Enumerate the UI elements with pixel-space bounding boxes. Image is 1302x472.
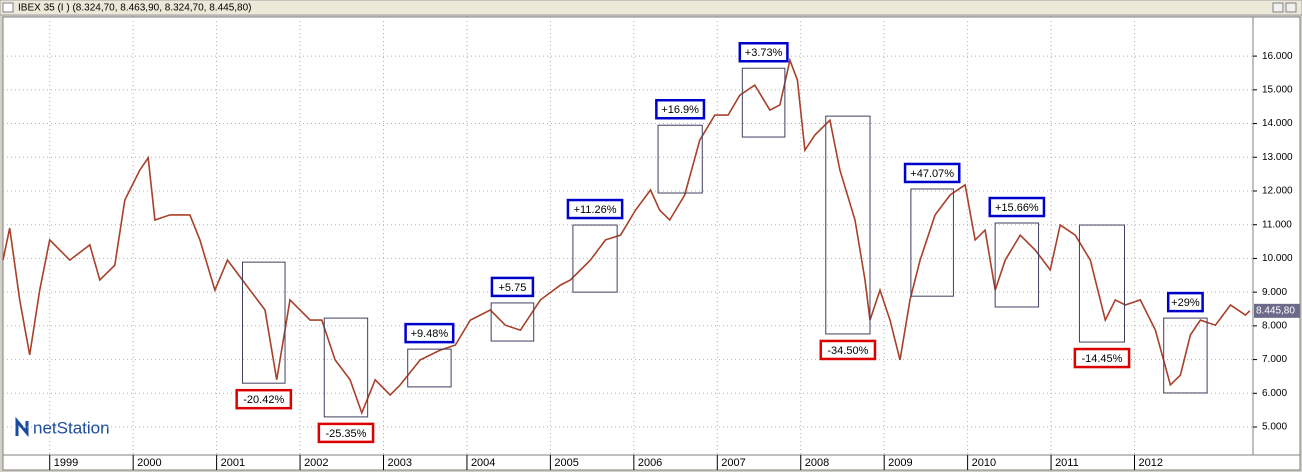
x-tick-label: 1999 (54, 457, 78, 469)
range-box (825, 115, 871, 335)
range-box (323, 317, 369, 418)
y-tick-label: 11.000 (1262, 219, 1292, 230)
label-text: +11.26% (574, 204, 617, 216)
x-tick-label: 2008 (805, 457, 829, 469)
x-tick-label: 2009 (888, 457, 912, 469)
change-label: +9.48% (404, 322, 455, 344)
label-box (1166, 291, 1204, 313)
price-line (2, 57, 1251, 416)
label-box (235, 388, 293, 410)
label-text: +3.73% (745, 47, 783, 59)
label-text: +9.48% (411, 328, 449, 340)
y-tick-label: 9.000 (1262, 287, 1287, 298)
change-label: +47.07% (903, 162, 961, 184)
label-box (738, 42, 789, 63)
logo-text: netStation (33, 418, 110, 437)
change-label: +3.73% (738, 42, 789, 63)
range-box (1078, 224, 1125, 343)
label-box (819, 339, 877, 361)
label-box (490, 276, 535, 298)
x-tick-label: 2010 (972, 457, 996, 469)
label-box (404, 322, 455, 344)
range-box (741, 67, 786, 138)
label-text: +47.07% (910, 168, 954, 180)
label-text: -14.45% (1081, 353, 1122, 365)
window-icon (2, 2, 14, 13)
x-tick-label: 2006 (638, 457, 662, 469)
change-label: +5.75 (490, 276, 535, 298)
y-tick-label: 15.000 (1262, 84, 1293, 95)
restore-button[interactable] (1272, 2, 1284, 13)
range-box (994, 222, 1040, 308)
label-box (566, 198, 624, 220)
y-tick-label: 5.000 (1262, 422, 1287, 433)
x-tick-label: 2012 (1139, 457, 1163, 469)
x-tick-label: 2002 (304, 457, 328, 469)
label-text: +29% (1171, 297, 1200, 309)
plot-area (2, 16, 1254, 456)
label-box (988, 196, 1046, 218)
range-box (241, 261, 286, 384)
label-box (903, 162, 961, 184)
change-label: +11.26% (566, 198, 624, 220)
y-tick-label: 6.000 (1262, 388, 1287, 399)
label-text: -34.50% (827, 345, 868, 357)
x-tick-label: 2003 (388, 457, 412, 469)
y-tick-label: 16.000 (1262, 51, 1293, 62)
close-button[interactable] (1285, 2, 1297, 13)
label-box (655, 98, 706, 120)
y-tick-label: 7.000 (1262, 354, 1287, 365)
x-tick-label: 2005 (554, 457, 578, 469)
change-label: -14.45% (1073, 347, 1131, 369)
label-text: +15.66% (995, 202, 1039, 214)
y-tick-label: 10.000 (1262, 253, 1293, 264)
label-text: +5.75 (499, 282, 527, 294)
y-tick-label: 13.000 (1262, 152, 1293, 163)
label-text: -25.35% (325, 428, 366, 440)
change-label: -34.50% (819, 339, 877, 361)
y-tick-label: 14.000 (1262, 118, 1293, 129)
x-tick-label: 2007 (721, 457, 745, 469)
y-axis-area (1252, 16, 1301, 456)
last-value-label: 8.445,80 (1256, 305, 1295, 316)
change-label: +29% (1166, 291, 1204, 313)
change-label: +15.66% (988, 196, 1046, 218)
x-axis-area (2, 454, 1301, 471)
range-box (490, 302, 535, 342)
x-tick-label: 2011 (1055, 457, 1079, 469)
title-bar (0, 0, 1302, 16)
range-box (572, 224, 618, 293)
x-tick-label: 2004 (471, 457, 495, 469)
y-tick-label: 8.000 (1262, 320, 1287, 331)
y-tick-label: 12.000 (1262, 186, 1293, 197)
range-box (910, 188, 954, 297)
label-text: +16.9% (661, 104, 699, 116)
label-box (317, 422, 375, 444)
change-label: -25.35% (317, 422, 375, 444)
range-box (407, 348, 452, 388)
change-label: +16.9% (655, 98, 706, 120)
last-value-box (1254, 303, 1300, 318)
window-title: IBEX 35 (I ) (8.324,70, 8.463,90, 8.324,… (18, 3, 252, 14)
range-box (1163, 317, 1208, 394)
x-tick-label: 2000 (137, 457, 161, 469)
label-box (1073, 347, 1131, 369)
range-box (657, 124, 703, 194)
label-text: -20.42% (243, 394, 284, 406)
x-tick-label: 2001 (221, 457, 245, 469)
change-label: -20.42% (235, 388, 293, 410)
